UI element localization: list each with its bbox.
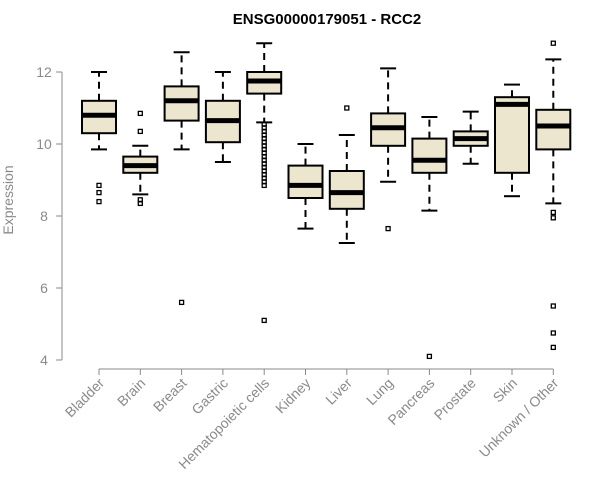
outlier-point (550, 209, 556, 216)
box-group (246, 42, 283, 324)
box-group (535, 40, 572, 351)
y-axis-label: Expression (0, 165, 16, 234)
box-group (287, 143, 324, 230)
y-tick-label: 6 (40, 280, 48, 296)
box-group (452, 110, 489, 165)
outlier-point (550, 344, 556, 351)
outlier-point (261, 317, 267, 324)
outlier-point (344, 105, 350, 111)
box-group (122, 110, 159, 207)
outlier-point (426, 353, 433, 360)
boxes (81, 40, 572, 360)
y-tick-label: 4 (40, 352, 48, 368)
outlier-point (96, 198, 102, 205)
box-group (370, 67, 407, 232)
outlier-point (550, 330, 556, 336)
box-group (163, 51, 200, 306)
y-tick-label: 10 (36, 136, 52, 152)
x-tick-label: Lung (363, 375, 396, 408)
outlier-point (385, 225, 391, 232)
y-tick-label: 12 (36, 64, 52, 80)
x-tick-label: Bladder (62, 375, 108, 421)
outlier-point (137, 200, 143, 207)
iqr-box (328, 170, 365, 210)
outlier-point (137, 128, 143, 135)
iqr-box (163, 85, 200, 122)
box-group (81, 71, 117, 205)
box-group (204, 71, 241, 163)
x-tick-label: Kidney (272, 375, 314, 417)
x-tick-label: Prostate (431, 375, 479, 423)
box-group (494, 83, 530, 198)
x-tick-label: Brain (114, 375, 148, 409)
iqr-box (494, 96, 530, 174)
iqr-box (411, 137, 448, 174)
box-group (328, 105, 365, 244)
outlier-point (96, 182, 102, 189)
outlier-point (261, 182, 267, 189)
outlier-point (137, 110, 143, 117)
outlier-point (178, 299, 185, 306)
outlier-point (550, 303, 556, 309)
iqr-box (287, 164, 324, 200)
axes: 4 6 8 10 12 (36, 64, 554, 375)
outlier-point (550, 40, 556, 46)
iqr-box (535, 108, 572, 151)
outlier-point (550, 215, 556, 221)
x-tick-label: Breast (150, 375, 190, 415)
box-group (411, 116, 448, 360)
x-tick-label: Skin (490, 375, 521, 406)
x-tick-label: Liver (322, 375, 355, 408)
chart-title: ENSG00000179051 - RCC2 (233, 11, 421, 28)
y-tick-label: 8 (40, 208, 48, 224)
outlier-point (96, 189, 102, 196)
